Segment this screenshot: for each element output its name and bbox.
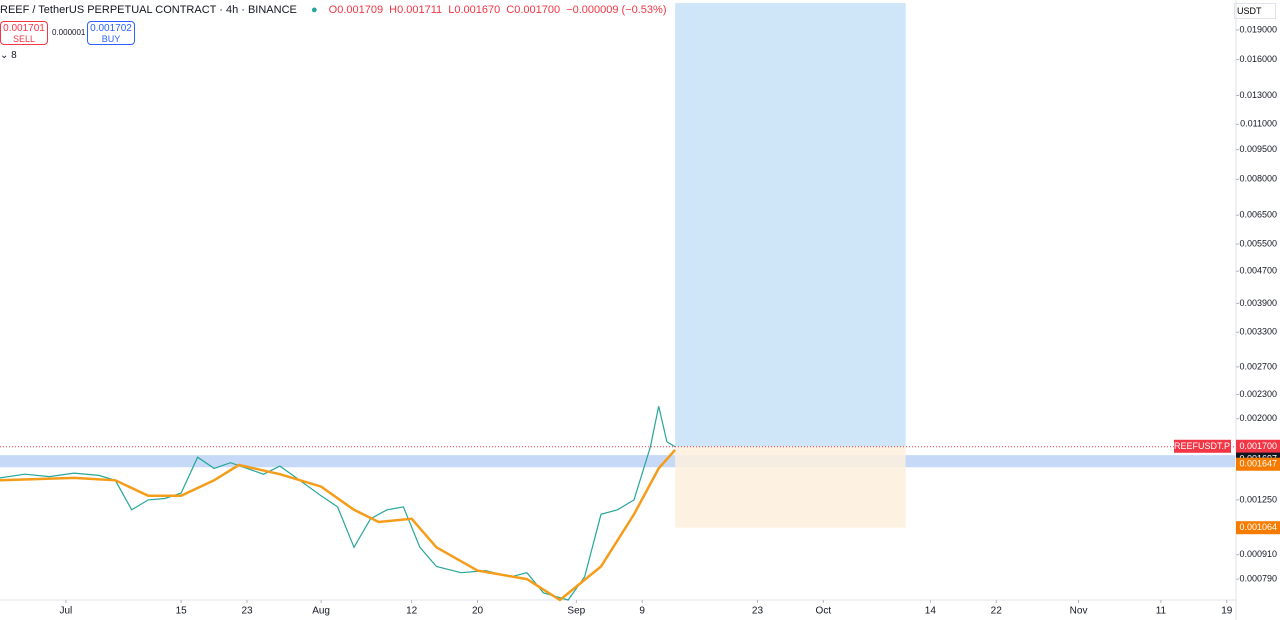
buy-button[interactable]: 0.001702 BUY [87,21,135,45]
price-line [0,449,677,602]
price-label: 0.001700 [1239,441,1277,451]
x-tick-label: 20 [472,606,484,617]
y-tick-label: 0.002300 [1239,389,1277,399]
symbol-label: REEFUSDT.P [1174,441,1230,451]
buy-price: 0.001702 [90,23,132,34]
y-tick-label: 0.005500 [1239,238,1277,248]
zone [675,3,906,447]
x-tick-label: 14 [925,606,937,617]
x-tick-label: 11 [1156,606,1167,617]
y-tick-label: 0.009500 [1239,144,1277,154]
y-tick-label: 0.002000 [1239,413,1277,423]
y-tick-label: 0.016000 [1239,54,1277,64]
price-line [0,406,676,601]
price-label: 0.001064 [1239,522,1277,532]
x-tick-label: 12 [406,606,418,617]
x-tick-label: 22 [991,606,1003,617]
sell-label: SELL [12,34,36,44]
spread: 0.000001 [52,28,86,37]
y-tick-label: 0.011000 [1240,119,1277,129]
indicator-count: 8 [11,50,17,61]
x-tick-label: 15 [176,606,188,617]
currency-button[interactable]: USDT [1234,3,1276,19]
y-tick-label: 0.000790 [1239,573,1277,583]
price-label: 0.001647 [1239,459,1277,469]
x-tick-label: Sep [567,606,585,617]
symbol[interactable]: REEF / TetherUS PERPETUAL CONTRACT · 4h … [0,4,297,16]
x-tick-label: Jul [59,606,72,617]
x-tick-label: Oct [816,606,832,617]
buy-label: BUY [101,34,121,44]
y-tick-label: 0.004700 [1239,266,1277,276]
open: O0.001709 [328,4,384,16]
x-tick-label: 23 [752,606,764,617]
zone [0,455,1235,468]
y-tick-label: 0.003300 [1239,327,1277,337]
y-tick-label: 0.008000 [1239,174,1277,184]
close: C0.001700 [506,4,561,16]
indicators-toggle[interactable]: ⌄ 8 [0,50,17,61]
low: L0.001670 [448,4,501,16]
x-tick-label: 19 [1221,606,1233,617]
zone [675,446,906,528]
price-label-bg [1236,457,1280,471]
x-tick-label: Nov [1070,606,1088,617]
change: −0.000009 (−0.53%) [566,4,667,16]
y-tick-label: 0.019000 [1239,24,1277,34]
header: REEF / TetherUS PERPETUAL CONTRACT · 4h … [0,4,670,16]
sell-button[interactable]: 0.001701 SELL [0,21,48,45]
y-tick-label: 0.006500 [1239,210,1277,220]
price-label-bg [1236,521,1280,535]
y-tick-label: 0.000910 [1239,549,1277,559]
sell-price: 0.001701 [3,23,45,34]
x-tick-label: Aug [312,606,330,617]
y-tick-label: 0.002700 [1239,361,1277,371]
y-tick-label: 0.013000 [1239,90,1277,100]
x-tick-label: 9 [639,606,645,617]
y-tick-label: 0.001250 [1239,494,1277,504]
status-dot: ● [310,4,318,16]
symbol-label-bg [1174,439,1231,453]
high: H0.001711 [389,4,443,16]
y-tick-label: 0.003900 [1239,298,1277,308]
x-tick-label: 23 [241,606,253,617]
